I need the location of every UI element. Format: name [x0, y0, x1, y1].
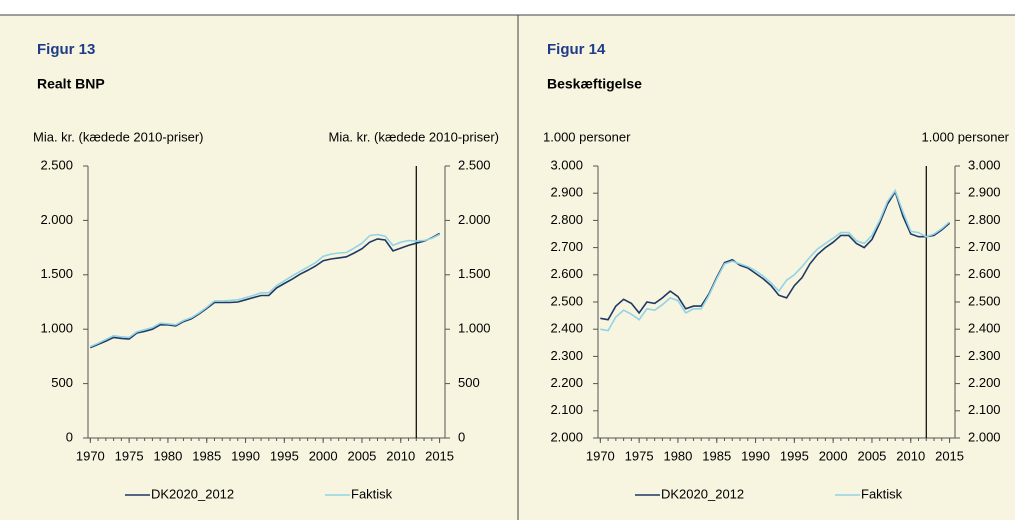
y2-tick-label: 500 [458, 375, 480, 390]
x-tick-label: 1985 [192, 448, 221, 463]
legend-label: Faktisk [861, 486, 903, 501]
legend-label: DK2020_2012 [151, 486, 234, 501]
x-tick-label: 1970 [586, 448, 615, 463]
x-tick-label: 2005 [857, 448, 886, 463]
chart-subtitle: Realt BNP [37, 76, 105, 92]
y2-tick-label: 2.400 [968, 321, 1001, 336]
y-tick-label: 500 [51, 375, 73, 390]
y-tick-label: 2.000 [550, 429, 583, 444]
y-tick-label: 2.700 [550, 239, 583, 254]
y2-axis-label: 1.000 personer [922, 129, 1010, 144]
y2-axis-label: Mia. kr. (kædede 2010-priser) [328, 129, 499, 144]
y-tick-label: 3.000 [550, 157, 583, 172]
y-tick-label: 2.000 [40, 212, 73, 227]
x-tick-label: 1990 [741, 448, 770, 463]
y-axis-label: 1.000 personer [543, 129, 631, 144]
series-line [89, 232, 440, 349]
y-tick-label: 2.900 [550, 185, 583, 200]
top-margin [0, 0, 1015, 15]
x-tick-label: 1990 [231, 448, 260, 463]
legend-label: DK2020_2012 [661, 486, 744, 501]
y2-tick-label: 2.600 [968, 266, 1001, 281]
y2-tick-label: 2.100 [968, 402, 1001, 417]
x-tick-label: 2015 [935, 448, 964, 463]
y-tick-label: 0 [66, 429, 73, 444]
x-tick-label: 2010 [896, 448, 925, 463]
x-tick-label: 1985 [702, 448, 731, 463]
y2-tick-label: 2.300 [968, 348, 1001, 363]
x-tick-label: 2015 [425, 448, 454, 463]
series-line [600, 188, 951, 332]
y2-tick-label: 3.000 [968, 157, 1001, 172]
series-line [89, 233, 440, 348]
y-axis-label: Mia. kr. (kædede 2010-priser) [33, 129, 204, 144]
y2-tick-label: 2.200 [968, 375, 1001, 390]
y-tick-label: 1.500 [40, 266, 73, 281]
y-tick-label: 2.300 [550, 348, 583, 363]
y-tick-label: 2.200 [550, 375, 583, 390]
x-tick-label: 1995 [270, 448, 299, 463]
legend-label: Faktisk [351, 486, 393, 501]
y2-tick-label: 2.800 [968, 212, 1001, 227]
x-tick-label: 1975 [115, 448, 144, 463]
y2-tick-label: 2.900 [968, 185, 1001, 200]
y-tick-label: 2.600 [550, 266, 583, 281]
y-tick-label: 2.500 [550, 293, 583, 308]
y-tick-label: 2.100 [550, 402, 583, 417]
y2-tick-label: 2.700 [968, 239, 1001, 254]
y-tick-label: 2.400 [550, 321, 583, 336]
y2-tick-label: 1.000 [458, 321, 491, 336]
y2-tick-label: 2.000 [968, 429, 1001, 444]
y2-tick-label: 2.000 [458, 212, 491, 227]
y2-tick-label: 2.500 [458, 157, 491, 172]
y2-tick-label: 0 [458, 429, 465, 444]
y-tick-label: 1.000 [40, 321, 73, 336]
chart-title: Figur 13 [37, 41, 95, 58]
x-tick-label: 2000 [819, 448, 848, 463]
y-tick-label: 2.800 [550, 212, 583, 227]
y2-tick-label: 1.500 [458, 266, 491, 281]
series-line [600, 189, 951, 321]
x-tick-label: 2010 [386, 448, 415, 463]
x-tick-label: 1975 [625, 448, 654, 463]
x-tick-label: 2000 [309, 448, 338, 463]
y-tick-label: 2.500 [40, 157, 73, 172]
chart-title: Figur 14 [547, 41, 606, 58]
x-tick-label: 1980 [663, 448, 692, 463]
x-tick-label: 1995 [780, 448, 809, 463]
y2-tick-label: 2.500 [968, 293, 1001, 308]
x-tick-label: 1970 [76, 448, 105, 463]
chart-subtitle: Beskæftigelse [547, 76, 642, 92]
x-tick-label: 1980 [153, 448, 182, 463]
x-tick-label: 2005 [347, 448, 376, 463]
